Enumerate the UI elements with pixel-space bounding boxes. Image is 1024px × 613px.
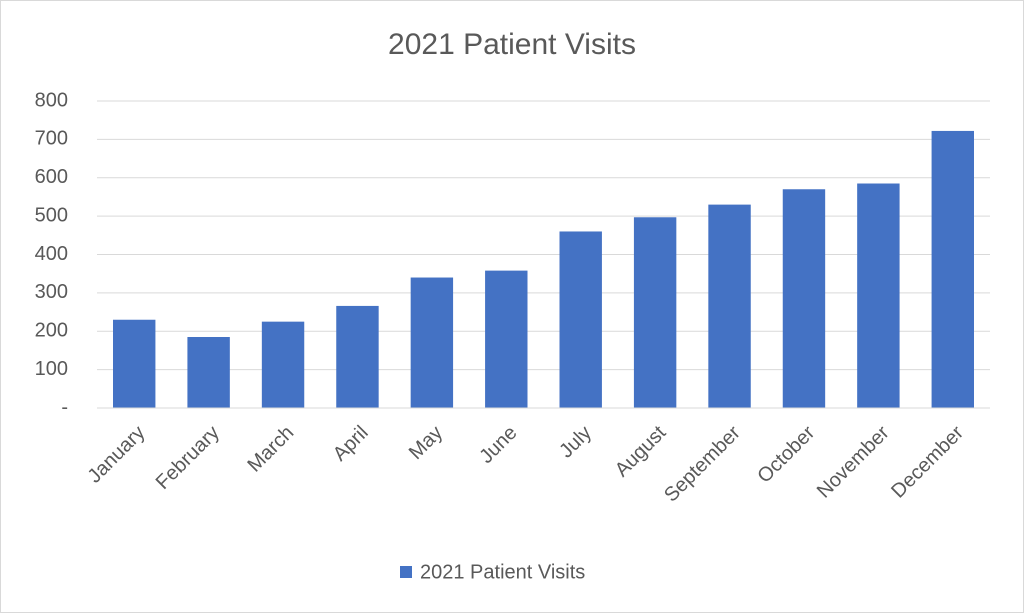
y-tick-label: 400 xyxy=(35,243,68,265)
bar xyxy=(857,183,900,408)
chart-title: 2021 Patient Visits xyxy=(388,28,636,61)
bar xyxy=(708,204,751,408)
bar xyxy=(782,189,826,408)
bar xyxy=(187,337,230,408)
y-tick-label: 500 xyxy=(35,204,68,226)
bar xyxy=(931,130,975,408)
y-tick-label: 800 xyxy=(35,89,68,111)
legend-label: 2021 Patient Visits xyxy=(420,561,585,583)
bar xyxy=(261,321,305,408)
y-tick-label: 600 xyxy=(35,166,68,188)
y-tick-label: 700 xyxy=(35,128,68,150)
legend-swatch xyxy=(400,566,412,578)
y-tick-label: 200 xyxy=(35,320,68,342)
bar xyxy=(633,217,677,408)
bar xyxy=(336,305,379,408)
y-tick-label: 300 xyxy=(35,281,68,303)
bar xyxy=(485,270,528,408)
bar xyxy=(559,231,602,408)
y-tick-label: - xyxy=(61,396,68,418)
bar xyxy=(112,319,156,408)
bar xyxy=(410,277,454,408)
y-tick-label: 100 xyxy=(35,358,68,380)
